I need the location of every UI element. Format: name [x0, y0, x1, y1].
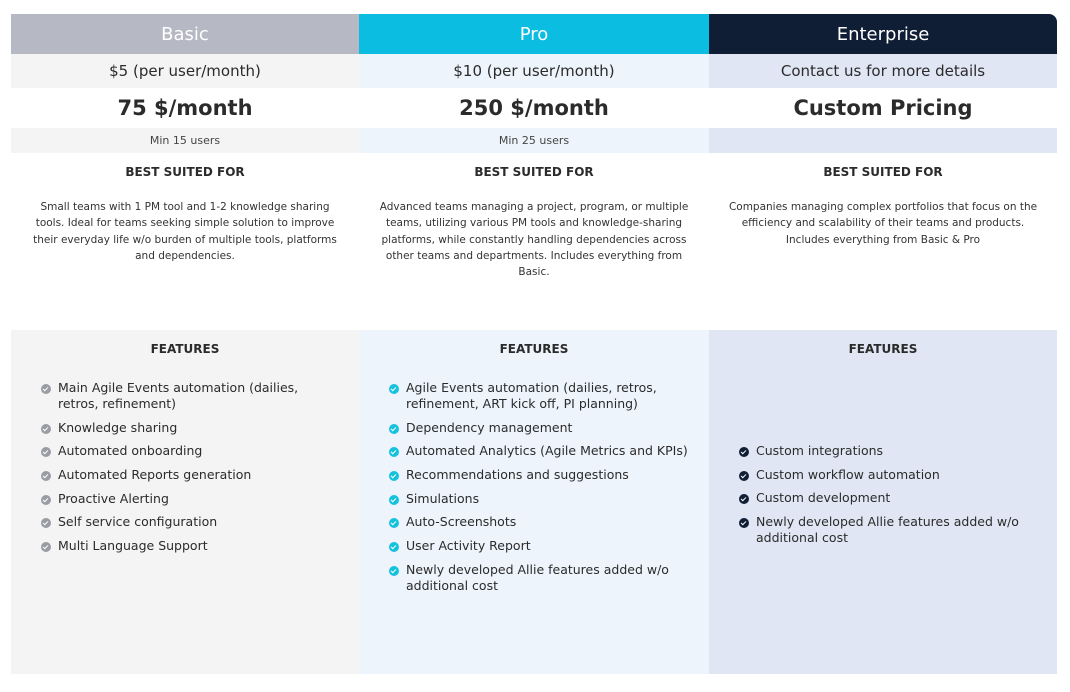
plan-price: Contact us for more details [709, 54, 1057, 88]
feature-item: Agile Events automation (dailies, retros… [389, 380, 689, 412]
check-icon [739, 494, 749, 505]
check-icon [41, 518, 51, 529]
check-icon [739, 518, 749, 529]
check-icon [389, 423, 399, 434]
features-section: FEATURES Agile Events automation (dailies… [359, 330, 709, 674]
feature-text: Proactive Alerting [58, 490, 169, 506]
feature-item: Custom workflow automation [739, 467, 1037, 483]
feature-text: Automated Analytics (Agile Metrics and K… [406, 443, 688, 459]
feature-item: Proactive Alerting [41, 491, 339, 507]
feature-text: Recommendations and suggestions [406, 467, 629, 483]
plan-name: Pro [359, 14, 709, 54]
suited-heading: BEST SUITED FOR [474, 165, 594, 179]
check-icon [41, 384, 51, 394]
feature-text: Automated Reports generation [58, 467, 252, 483]
feature-text: Auto-Screenshots [406, 514, 517, 530]
check-icon [41, 423, 51, 434]
check-icon [389, 542, 399, 553]
check-icon [41, 494, 51, 505]
feature-item: Self service configuration [41, 514, 339, 530]
feature-list: Custom integrations Custom workflow autom… [709, 362, 1057, 546]
description: Advanced teams managing a project, progr… [379, 201, 689, 279]
plan-price: $5 (per user/month) [11, 54, 359, 88]
check-icon [389, 518, 399, 529]
description: Companies managing complex portfolios th… [728, 201, 1038, 246]
feature-text: Custom integrations [756, 443, 884, 458]
features-section: FEATURES Custom integrations Custom workfl… [709, 330, 1057, 674]
description: Small teams with 1 PM tool and 1-2 knowl… [33, 201, 337, 262]
check-icon [389, 565, 399, 576]
check-icon [41, 542, 51, 553]
min-users: Min 15 users [11, 128, 359, 153]
feature-item: Newly developed Allie features added w/o… [389, 562, 689, 594]
feature-text: Agile Events automation (dailies, retros… [406, 380, 657, 411]
min-users: Min 25 users [359, 128, 709, 153]
check-icon [389, 384, 399, 394]
suited-section: BEST SUITED FOR Companies managing comple… [709, 153, 1057, 330]
feature-text: Multi Language Support [58, 538, 208, 554]
feature-item: Dependency management [389, 420, 689, 436]
check-icon [739, 447, 749, 457]
check-icon [41, 447, 51, 458]
features-section: FEATURES Main Agile Events automation (da… [11, 330, 359, 674]
features-heading: FEATURES [499, 342, 569, 356]
feature-item: Newly developed Allie features added w/o… [739, 514, 1037, 546]
feature-item: Automated onboarding [41, 443, 339, 459]
feature-item: Auto-Screenshots [389, 514, 689, 530]
feature-text: Automated onboarding [58, 443, 203, 459]
plan-column: Basic $5 (per user/month) 75 $/month Min 15… [11, 14, 359, 674]
feature-item: Automated Analytics (Agile Metrics and K… [389, 443, 689, 459]
plan-monthly: 250 $/month [359, 88, 709, 128]
feature-text: Newly developed Allie features added w/o… [756, 514, 1019, 546]
suited-heading: BEST SUITED FOR [125, 165, 245, 179]
plan-monthly: Custom Pricing [709, 88, 1057, 128]
feature-item: Main Agile Events automation (dailies, r… [41, 380, 339, 412]
feature-item: Multi Language Support [41, 538, 339, 554]
feature-text: Main Agile Events automation (dailies, r… [58, 380, 299, 411]
plan-monthly: 75 $/month [11, 88, 359, 128]
feature-text: User Activity Report [406, 538, 531, 554]
feature-text: Newly developed Allie features added w/o… [406, 561, 669, 593]
feature-text: Custom development [756, 490, 891, 506]
feature-list: Main Agile Events automation (dailies, r… [11, 362, 359, 554]
suited-section: BEST SUITED FOR Advanced teams managing a… [359, 153, 709, 330]
check-icon [389, 471, 399, 482]
feature-item: Recommendations and suggestions [389, 467, 689, 483]
feature-item: User Activity Report [389, 538, 689, 554]
feature-list: Agile Events automation (dailies, retros… [359, 362, 709, 594]
feature-text: Simulations [406, 490, 480, 506]
feature-text: Knowledge sharing [58, 419, 178, 435]
min-users-empty [709, 128, 1057, 153]
features-heading: FEATURES [848, 342, 918, 356]
feature-text: Custom workflow automation [756, 466, 940, 482]
check-icon [389, 447, 399, 458]
feature-text: Dependency management [406, 419, 573, 435]
feature-text: Self service configuration [58, 514, 218, 530]
feature-item: Custom integrations [739, 443, 1037, 459]
suited-heading: BEST SUITED FOR [823, 165, 943, 179]
check-icon [41, 471, 51, 482]
feature-item: Knowledge sharing [41, 420, 339, 436]
feature-item: Automated Reports generation [41, 467, 339, 483]
check-icon [739, 470, 749, 481]
suited-section: BEST SUITED FOR Small teams with 1 PM too… [11, 153, 359, 330]
features-heading: FEATURES [150, 342, 220, 356]
plan-price: $10 (per user/month) [359, 54, 709, 88]
check-icon [389, 494, 399, 505]
plan-name: Basic [11, 14, 359, 54]
feature-item: Custom development [739, 490, 1037, 506]
plan-column: Pro $10 (per user/month) 250 $/month Min 25… [359, 14, 709, 674]
pricing-table: Basic $5 (per user/month) 75 $/month Min 15… [11, 14, 1057, 674]
plan-column: Enterprise Contact us for more details Cus… [709, 14, 1057, 674]
feature-item: Simulations [389, 491, 689, 507]
plan-name: Enterprise [709, 14, 1057, 54]
